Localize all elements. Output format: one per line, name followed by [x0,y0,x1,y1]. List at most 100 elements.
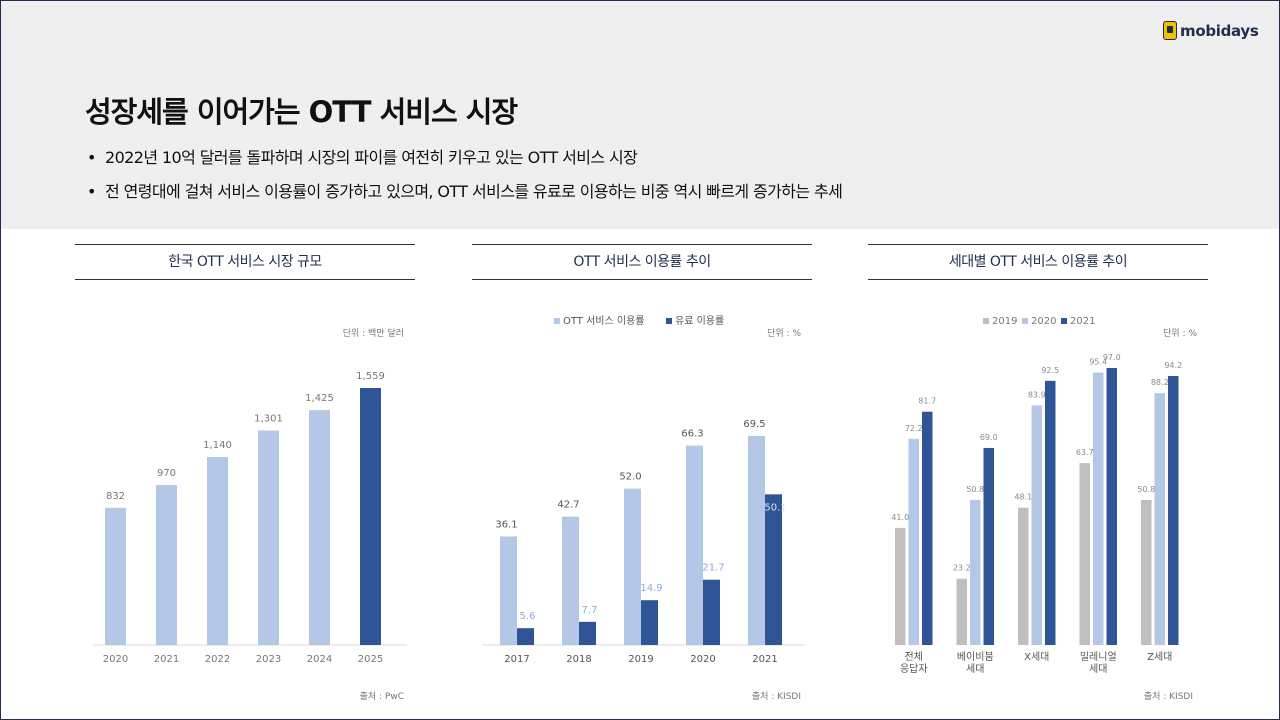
bullet-item: 전 연령대에 걸쳐 서비스 이용률이 증가하고 있으며, OTT 서비스를 유료… [87,181,843,215]
data-label: 832 [106,491,125,502]
x-tick-label: 세대 [966,663,984,675]
data-label: 5.6 [520,611,536,622]
bar-2018-0 [562,516,579,645]
bar-2022 [207,457,228,645]
data-label: 83.9 [1028,390,1046,399]
bar-1-0 [956,578,967,645]
x-tick-label: Z세대 [1147,651,1172,663]
mobidays-logo-icon [1163,21,1177,40]
bar-4-1 [1154,393,1165,645]
bullet-list: 2022년 10억 달러를 돌파하며 시장의 파이를 여전히 키우고 있는 OT… [87,147,843,215]
bar-2020-1 [703,579,720,645]
bar-0-0 [895,527,906,645]
x-tick-label: 2022 [205,654,230,665]
data-label: 81.7 [918,397,936,406]
x-tick-label: 2021 [154,654,179,665]
legend-entry: OTT 서비스 이용률 [563,315,644,327]
bar-2023 [258,430,279,645]
data-label: 48.1 [1014,493,1032,502]
x-tick-label: 베이비붐 [957,651,994,663]
bar-2020-0 [686,445,703,645]
logo-text: mobidays [1180,21,1259,40]
data-label: 14.9 [640,583,662,594]
legend-entry: 2019 [992,316,1017,327]
x-tick-label: 2020 [690,654,715,665]
data-label: 72.2 [905,424,923,433]
page-title: 성장세를 이어가는 OTT 서비스 시장 [85,95,518,129]
bar-3-0 [1079,463,1090,645]
data-label: 88.2 [1151,378,1169,387]
legend-swatch-0 [554,318,560,324]
x-tick-label: 2024 [307,654,332,665]
x-tick-label: 전체 [905,651,923,663]
logo: mobidays [1163,21,1259,40]
data-label: 92.5 [1041,366,1059,375]
legend-swatch-0 [983,318,989,324]
bar-2017-0 [500,536,517,645]
data-label: 94.2 [1164,361,1182,370]
legend-entry: 유료 이용률 [675,315,724,327]
chart-title: 세대별 OTT 서비스 이용률 추이 [868,244,1208,280]
legend-swatch-2 [1061,318,1067,324]
bar-2019-0 [624,488,641,645]
bar-3-1 [1093,372,1104,645]
x-tick-label: 2025 [358,654,383,665]
bar-3-2 [1106,368,1117,645]
legend-swatch-1 [666,318,672,324]
legend-entry: 2021 [1070,316,1095,327]
data-label: 97.0 [1103,353,1121,362]
data-label: 69.0 [980,433,998,442]
bar-2017-1 [517,628,534,645]
data-label: 23.2 [953,564,971,573]
x-tick-label: 세대 [1089,663,1107,675]
unit-label: 단위 : % [1163,328,1197,339]
x-tick-label: 2023 [256,654,281,665]
data-label: 52.0 [619,472,641,483]
panel-usage-trend: OTT 서비스 이용률 추이 OTT 서비스 이용률 유료 이용률 단위 : % 36… [472,244,812,704]
x-tick-label: 2021 [752,654,777,665]
unit-label: 단위 : 백만 달러 [343,327,404,339]
legend-entry: 2020 [1031,316,1056,327]
bar-2-1 [1031,405,1042,645]
bullet-item: 2022년 10억 달러를 돌파하며 시장의 파이를 여전히 키우고 있는 OT… [87,147,842,181]
x-tick-label: 2019 [628,654,653,665]
chart-title: 한국 OTT 서비스 시장 규모 [75,244,415,280]
bar-1-1 [970,499,981,645]
bar-2-2 [1045,380,1056,645]
data-label: 50.8 [1137,485,1155,494]
source-label: 출처 : KISDI [752,690,801,702]
bar-2018-1 [579,621,596,645]
panel-market-size: 한국 OTT 서비스 시장 규모 단위 : 백만 달러 832 2020 970 202… [75,244,415,704]
bar-2024 [309,410,330,645]
data-label: 1,425 [305,393,334,404]
data-label: 50.8 [966,485,984,494]
x-tick-label: X세대 [1024,651,1049,663]
data-label: 95.4 [1089,358,1107,367]
bar-2025 [360,388,381,645]
data-label: 63.7 [1076,448,1094,457]
source-label: 출처 : PwC [360,690,404,702]
bar-2-0 [1018,507,1029,645]
data-label: 66.3 [681,429,703,440]
data-label: 7.7 [582,605,598,616]
bar-4-0 [1141,499,1152,645]
x-tick-label: 밀레니얼 [1080,651,1117,663]
unit-label: 단위 : % [767,328,801,339]
bar-0-2 [922,411,933,645]
bar-0-1 [908,438,919,645]
data-label: 69.5 [743,419,765,430]
bar-2021-0 [748,436,765,645]
data-label: 1,301 [254,414,283,425]
chart-market-size: 단위 : 백만 달러 832 2020 970 2021 1,140 2022 1,301 20… [93,327,407,702]
x-tick-label: 2017 [504,654,529,665]
panel-generation-usage: 세대별 OTT 서비스 이용률 추이 2019 2020 2021 단위 : % 41.… [868,244,1208,704]
bar-1-2 [983,447,994,645]
data-label: 50.1 [764,502,786,513]
x-tick-label: 2020 [103,654,128,665]
x-tick-label: 응답자 [900,663,928,675]
data-label: 1,140 [203,440,232,451]
data-label: 1,559 [356,371,385,382]
